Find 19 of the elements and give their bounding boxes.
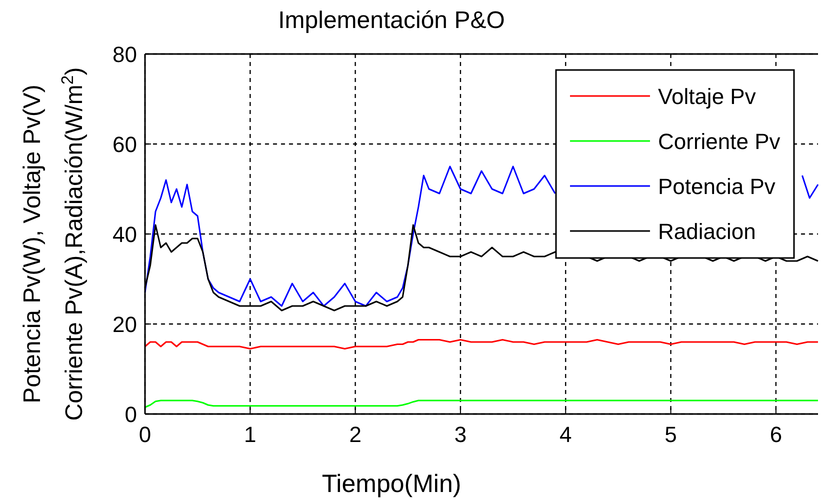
x-tick-label: 3: [454, 422, 467, 447]
x-tick-label: 5: [664, 422, 677, 447]
legend-label: Voltaje Pv: [658, 84, 756, 109]
y-tick-label: 0: [124, 402, 137, 427]
x-axis-title: Tiempo(Min): [322, 470, 462, 498]
x-tick-label: 6: [770, 422, 782, 447]
x-tick-label: 1: [244, 422, 256, 447]
legend-label: Corriente Pv: [658, 129, 780, 154]
legend-label: Potencia Pv: [658, 174, 776, 199]
y-tick-label: 60: [112, 132, 137, 157]
line-series: [144, 339, 819, 350]
y-tick-label: 40: [112, 222, 137, 247]
x-tick-label: 2: [349, 422, 362, 447]
y-tick-label: 80: [112, 42, 137, 67]
y-tick-label: 20: [112, 312, 137, 337]
line-series: [144, 400, 819, 408]
legend-label: Radiacion: [658, 219, 756, 244]
chart-title: Implementación P&O: [278, 7, 505, 34]
x-tick-label: 4: [560, 422, 572, 447]
